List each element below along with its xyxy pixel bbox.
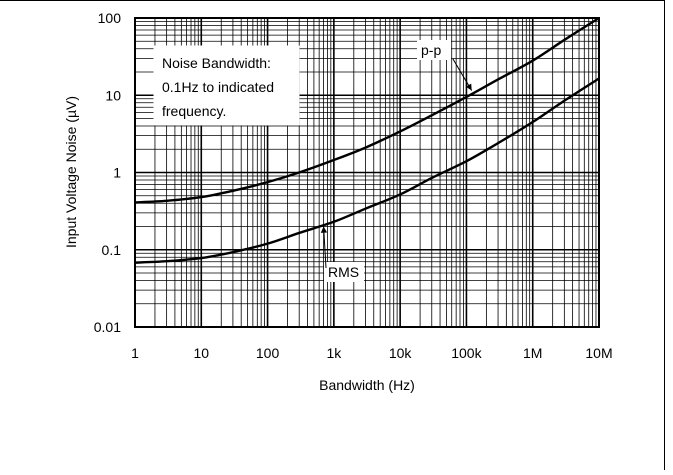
y-tick-label: 100: [98, 10, 122, 26]
annotation-box: [153, 45, 300, 126]
x-tick-label: 100k: [451, 345, 482, 361]
series-label-arrowhead: [320, 226, 328, 233]
frame-top-border: [0, 0, 665, 1]
series-label-bg: [324, 262, 364, 282]
y-tick-label: 10: [105, 87, 121, 103]
series-label-rms: RMS: [328, 264, 359, 280]
series-label-bg: [417, 40, 451, 60]
y-tick-label: 0.01: [94, 319, 121, 335]
x-tick-label: 1: [131, 345, 139, 361]
annotation-line-1: Noise Bandwidth:: [162, 55, 271, 71]
y-tick-labels: 0.01 0.1 1 10 100: [94, 10, 121, 335]
x-axis-label: Bandwidth (Hz): [319, 377, 415, 393]
series-label-arrowhead: [465, 83, 472, 91]
y-tick-label: 1: [113, 165, 121, 181]
x-tick-label: 1k: [326, 345, 342, 361]
series-line-p-p: [134, 16, 600, 204]
series-label-p-p: p-p: [421, 42, 441, 58]
series-label-layer: p-p RMS: [320, 40, 473, 282]
y-tick-label: 0.1: [102, 242, 122, 258]
x-tick-label: 10k: [389, 345, 413, 361]
y-axis-label: Input Voltage Noise (µV): [63, 96, 79, 248]
x-tick-label: 100: [256, 345, 280, 361]
series-layer: [134, 16, 600, 264]
x-tick-labels: 1 10 100 1k 10k 100k 1M 10M: [131, 345, 613, 361]
x-tick-label: 10: [193, 345, 209, 361]
x-tick-label: 1M: [523, 345, 542, 361]
series-label-leader: [323, 226, 327, 269]
annotation-line-3: frequency.: [162, 103, 226, 119]
annotation-layer: Noise Bandwidth: 0.1Hz to indicated freq…: [153, 45, 300, 126]
frame-right-border: [664, 0, 665, 470]
plot-border: [134, 17, 600, 328]
series-line-rms: [134, 77, 600, 264]
x-tick-label: 10M: [585, 345, 612, 361]
annotation-line-2: 0.1Hz to indicated: [162, 79, 274, 95]
